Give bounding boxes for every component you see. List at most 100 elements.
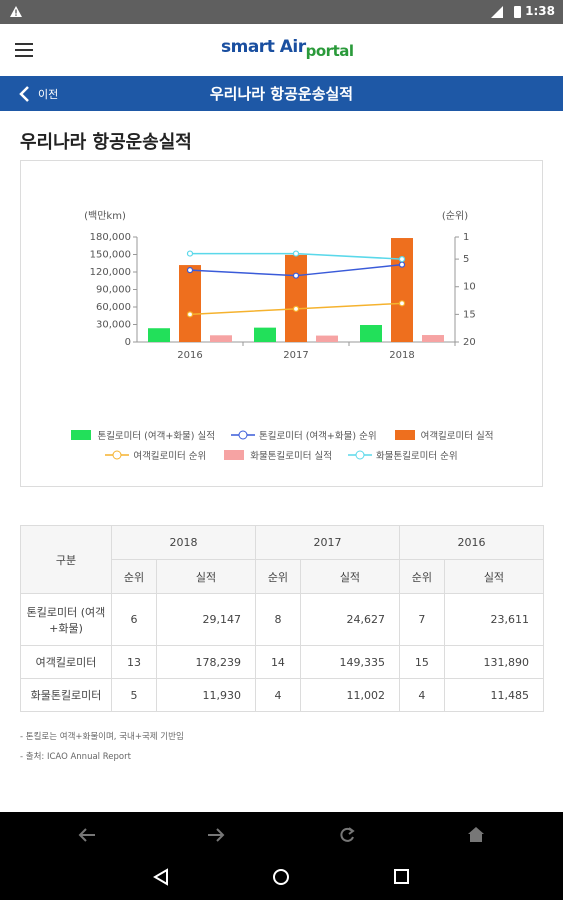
table-cell: 29,147 bbox=[155, 593, 256, 646]
nav-bar: 우리나라 항공운송실적 이전 bbox=[0, 76, 563, 111]
refresh[interactable] bbox=[340, 827, 355, 842]
legend-item: 톤킬로미터 (여객+화물) 순위 bbox=[231, 428, 377, 442]
legend-swatch bbox=[394, 430, 415, 440]
y-tick-label: 180,000 bbox=[90, 232, 131, 243]
table-cell: 7 bbox=[398, 593, 445, 646]
clock: 1:38 bbox=[525, 4, 555, 18]
legend-icon bbox=[347, 450, 372, 460]
table-row: 톤킬로미터 (여객+화물) 6 29,147 8 24,627 7 23,611 bbox=[20, 593, 545, 646]
signal-battery-icons bbox=[491, 6, 521, 18]
bar bbox=[210, 335, 232, 342]
legend-swatch bbox=[112, 450, 122, 460]
bar bbox=[360, 324, 382, 342]
table-cell: 149,335 bbox=[299, 645, 400, 679]
x-tick-label: 2017 bbox=[283, 350, 308, 361]
note: - 톤킬로는 여객+화물이며, 국내+국제 기반임 bbox=[20, 732, 184, 742]
browser-forward[interactable] bbox=[208, 828, 225, 842]
legend-swatch bbox=[224, 450, 245, 460]
logo-text: portal bbox=[305, 42, 354, 60]
nav-icons bbox=[78, 827, 484, 886]
page-title: 우리나라 항공운송실적 bbox=[20, 132, 192, 153]
point bbox=[292, 250, 300, 257]
legend-icon bbox=[224, 450, 245, 460]
bar bbox=[422, 335, 444, 342]
x-tick-label: 2016 bbox=[177, 350, 202, 361]
table-cell: 4 bbox=[398, 678, 445, 712]
table-cell: 여객킬로미터 bbox=[20, 645, 112, 679]
legend-label: 여객킬로미터 실적 bbox=[420, 431, 494, 442]
system-home[interactable] bbox=[273, 869, 289, 885]
legend-item: 화물톤킬로미터 순위 bbox=[347, 448, 458, 462]
y2-tick-label: 15 bbox=[463, 309, 476, 320]
point bbox=[398, 256, 406, 263]
point bbox=[186, 267, 194, 274]
home[interactable] bbox=[468, 827, 484, 842]
bar bbox=[179, 265, 201, 342]
logo-text: Air bbox=[279, 37, 306, 57]
y-tick-label: 150,000 bbox=[90, 250, 131, 261]
y2-tick-label: 1 bbox=[463, 232, 469, 243]
table-cell: 14 bbox=[254, 645, 301, 679]
legend-label: 화물톤킬로미터 실적 bbox=[250, 451, 332, 462]
legend-swatch bbox=[71, 430, 92, 440]
point bbox=[186, 250, 194, 257]
table-header: 2016 bbox=[398, 525, 545, 560]
bar bbox=[285, 254, 307, 342]
table-cell: 화물톤킬로미터 bbox=[20, 678, 112, 712]
table-subheader: 실적 bbox=[443, 559, 545, 594]
table-subheader: 순위 bbox=[111, 559, 157, 594]
browser-back[interactable] bbox=[78, 828, 95, 842]
bar bbox=[148, 328, 170, 342]
point bbox=[292, 305, 300, 312]
table-cell: 8 bbox=[254, 593, 301, 646]
legend-item: 여객킬로미터 순위 bbox=[105, 448, 206, 462]
table-header: 2018 bbox=[111, 525, 256, 560]
back-button[interactable]: 이전 bbox=[38, 88, 59, 101]
logo-text: smart bbox=[221, 37, 275, 57]
table-cell: 131,890 bbox=[443, 645, 545, 679]
y-tick-label: 0 bbox=[125, 337, 131, 348]
table-cell: 4 bbox=[254, 678, 301, 712]
table-cell: 23,611 bbox=[443, 593, 545, 646]
table-cell: 13 bbox=[111, 645, 157, 679]
system-back[interactable] bbox=[153, 868, 168, 886]
legend-swatch bbox=[238, 430, 248, 440]
table-row: 여객킬로미터 13 178,239 14 149,335 15 131,890 bbox=[20, 645, 545, 679]
legend-icon bbox=[105, 450, 130, 460]
legend-icon bbox=[71, 430, 92, 440]
legend-item: 화물톤킬로미터 실적 bbox=[222, 448, 332, 462]
y-tick-label: 120,000 bbox=[90, 267, 131, 278]
status-bar: 1:38 bbox=[0, 0, 563, 24]
table-header: 구분 bbox=[20, 525, 112, 594]
table-cell: 5 bbox=[111, 678, 157, 712]
system-recent[interactable] bbox=[394, 869, 409, 884]
table-cell: 톤킬로미터 (여객+화물) bbox=[20, 593, 112, 646]
warning-icon bbox=[10, 6, 22, 17]
legend-label: 톤킬로미터 (여객+화물) 순위 bbox=[259, 431, 377, 442]
bar bbox=[391, 238, 413, 342]
chart-box bbox=[20, 160, 543, 487]
menu-button[interactable] bbox=[15, 42, 35, 58]
note: - 출처: ICAO Annual Report bbox=[20, 752, 131, 762]
bar bbox=[316, 335, 338, 342]
table-subheader: 실적 bbox=[155, 559, 256, 594]
legend-icon bbox=[231, 430, 256, 440]
table-subheader: 실적 bbox=[299, 559, 400, 594]
y-tick-label: 30,000 bbox=[96, 320, 131, 331]
logo[interactable]: smart Airportal bbox=[221, 37, 354, 60]
table-cell: 15 bbox=[398, 645, 445, 679]
y-tick-label: 90,000 bbox=[96, 285, 131, 296]
back-arrow[interactable] bbox=[18, 85, 30, 103]
legend-item: 여객킬로미터 실적 bbox=[393, 428, 494, 442]
chart: (백만km) (순위) 0 30,000 60,000 90,000 120,000 150,… bbox=[84, 209, 476, 361]
legend-label: 톤킬로미터 (여객+화물) 실적 bbox=[97, 431, 216, 442]
data-table: 구분 2018 2017 2016 순위 실적 순위 실적 순위 실적 톤킬로미터 (여객+화물)… bbox=[20, 525, 545, 712]
table-cell: 11,002 bbox=[299, 678, 400, 712]
table-header: 2017 bbox=[254, 525, 400, 560]
point bbox=[398, 300, 406, 307]
table-cell: 24,627 bbox=[299, 593, 400, 646]
table-subheader: 순위 bbox=[398, 559, 445, 594]
legend: 톤킬로미터 (여객+화물) 실적 톤킬로미터 (여객+화물) 순위 여객킬로미터 실… bbox=[20, 428, 543, 462]
table-subheader: 순위 bbox=[254, 559, 301, 594]
